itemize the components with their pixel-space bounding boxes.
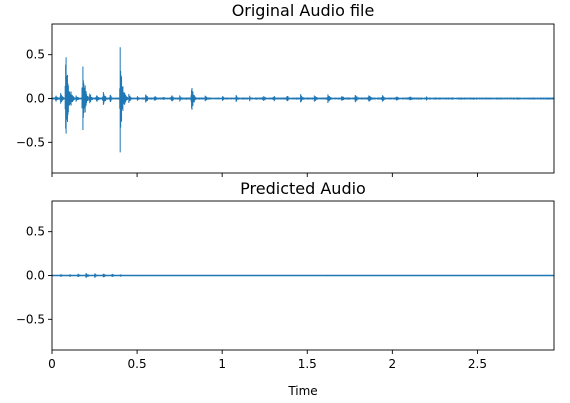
x-tick-label: 1.5 <box>298 357 317 371</box>
y-tick-label: 0.5 <box>26 48 45 62</box>
y-tick-label: 0.0 <box>26 92 45 106</box>
predicted-audio-panel: Predicted Audio 0 0.5 1 1.5 2 2.5 0.5 0.0 −0.5 T… <box>16 179 555 398</box>
chart-title: Original Audio file <box>232 1 375 20</box>
x-tick-label: 2 <box>389 357 397 371</box>
x-tick-label: 2.5 <box>468 357 487 371</box>
original-audio-panel: Original Audio file 0.5 0.0 −0.5 <box>16 1 555 177</box>
x-tick-label: 1 <box>218 357 226 371</box>
y-tick-label: −0.5 <box>16 312 45 326</box>
y-tick-label: −0.5 <box>16 135 45 149</box>
plot-area: 0 0.5 1 1.5 2 2.5 0.5 0.0 −0.5 <box>16 200 555 371</box>
x-tick-label: 0.5 <box>128 357 147 371</box>
chart-title: Predicted Audio <box>240 179 366 198</box>
x-axis-label: Time <box>287 384 317 398</box>
waveform-series <box>51 47 555 153</box>
y-tick-label: 0.0 <box>26 269 45 283</box>
y-tick-label: 0.5 <box>26 225 45 239</box>
plot-area: 0.5 0.0 −0.5 <box>16 23 555 177</box>
x-tick-label: 0 <box>48 357 56 371</box>
